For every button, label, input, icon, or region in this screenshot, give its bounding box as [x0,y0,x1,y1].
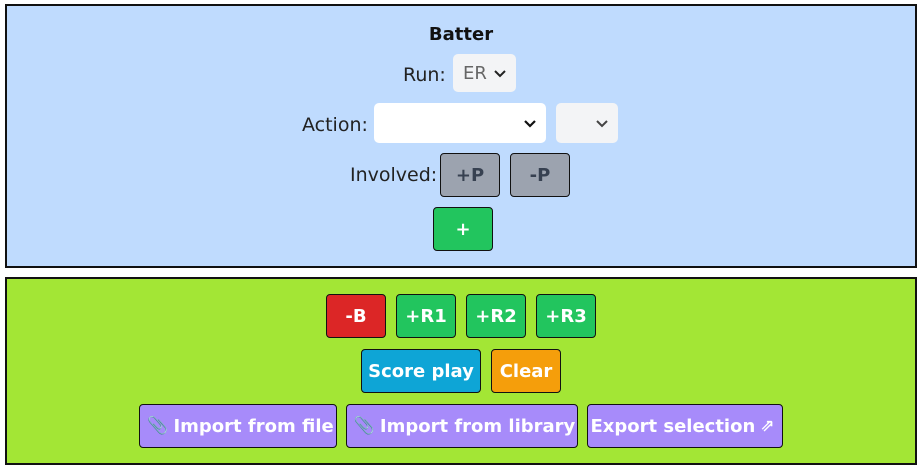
action-sub-select[interactable] [556,103,618,143]
batter-title: Batter [428,24,494,45]
run-select[interactable]: ER [453,54,516,92]
actions-panel: -B +R1 +R2 +R3 Score play Clear 📎 Import… [5,277,917,465]
run-label: Run: [403,64,446,86]
import-from-library-button[interactable]: 📎 Import from library [346,404,578,448]
chevron-down-icon [524,120,536,128]
arrow-up-right-icon: ⇗ [760,416,775,436]
run-select-value: ER [463,62,487,84]
action-select[interactable] [374,103,546,143]
import-from-file-button[interactable]: 📎 Import from file [139,404,337,448]
remove-player-button[interactable]: -P [510,153,570,197]
action-label: Action: [302,114,368,136]
export-selection-label: Export selection [590,415,756,437]
chevron-down-icon [596,120,608,128]
export-selection-button[interactable]: Export selection ⇗ [587,404,783,448]
add-r1-button[interactable]: +R1 [396,294,456,338]
clear-button[interactable]: Clear [491,349,561,393]
paperclip-icon: 📎 [353,416,375,436]
chevron-down-icon [494,70,506,78]
add-player-button[interactable]: +P [440,153,500,197]
paperclip-icon: 📎 [147,416,169,436]
add-r3-button[interactable]: +R3 [536,294,596,338]
remove-batter-button[interactable]: -B [326,294,386,338]
score-play-button[interactable]: Score play [361,349,481,393]
batter-panel: Batter Run: ER Action: Involved: +P -P + [5,4,917,268]
import-from-library-label: Import from library [379,415,576,437]
add-button[interactable]: + [433,207,493,251]
involved-label: Involved: [350,164,438,186]
add-r2-button[interactable]: +R2 [466,294,526,338]
import-from-file-label: Import from file [173,415,334,437]
